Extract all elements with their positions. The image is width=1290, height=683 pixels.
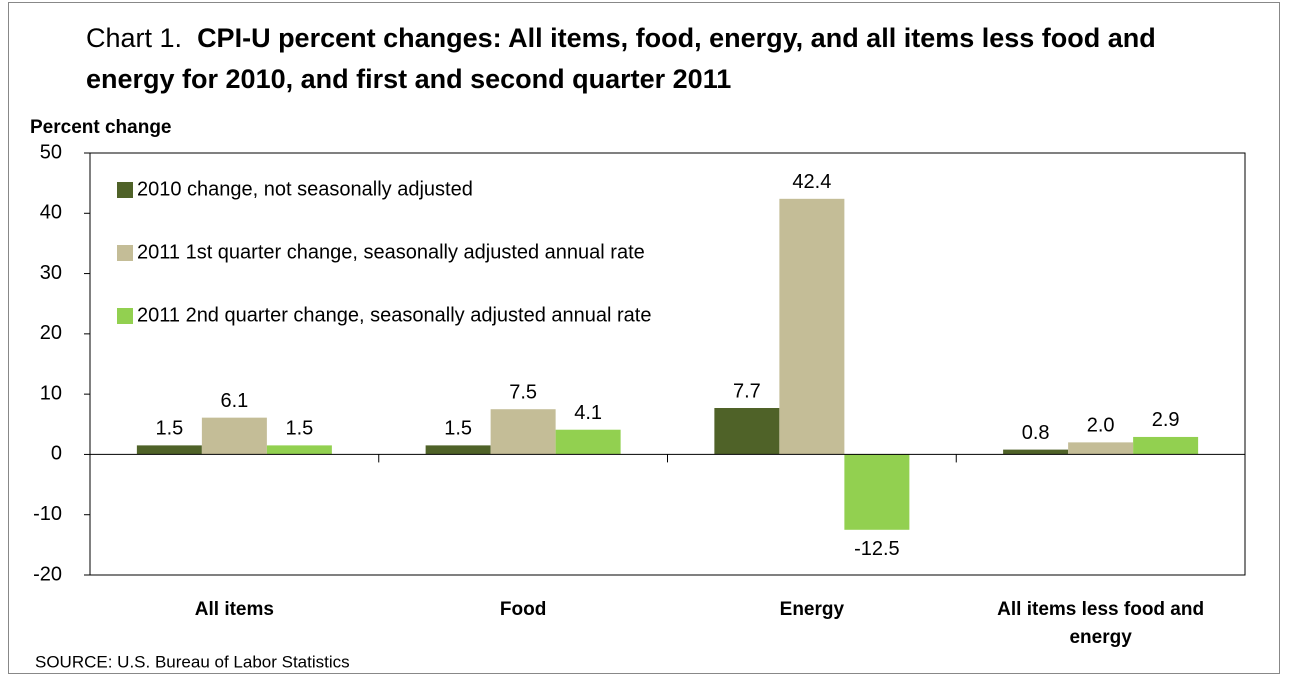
plot-area	[89, 152, 1246, 576]
bar	[555, 429, 621, 455]
y-tick-label: -20	[33, 563, 62, 585]
y-axis-label: Percent change	[30, 117, 172, 138]
value-label: 0.8	[1022, 422, 1050, 444]
y-tick-label: 40	[40, 202, 62, 224]
legend-label: 2011 2nd quarter change, seasonally adju…	[137, 304, 651, 326]
bar	[201, 417, 267, 455]
y-tick-label: 30	[40, 262, 62, 284]
chart-title: Chart 1. CPI-U percent changes: All item…	[86, 18, 1206, 100]
value-label: 1.5	[155, 418, 183, 440]
title-main: CPI-U percent changes: All items, food, …	[86, 23, 1156, 94]
y-tick-label: 20	[40, 322, 62, 344]
y-tick-label: 10	[40, 382, 62, 404]
legend-swatch	[117, 245, 133, 261]
value-label: 4.1	[574, 402, 602, 424]
value-label: 2.9	[1152, 409, 1180, 431]
x-tick-label: All items	[194, 599, 274, 620]
bar	[266, 445, 332, 455]
value-label: -12.5	[854, 538, 900, 560]
x-tick-label: Energy	[779, 599, 845, 620]
bar	[425, 445, 491, 455]
bar	[844, 454, 910, 530]
value-label: 1.5	[444, 418, 472, 440]
bar	[714, 408, 780, 455]
x-tick-label: Food	[499, 599, 547, 620]
bar	[1003, 449, 1069, 455]
bar	[136, 445, 202, 455]
value-label: 42.4	[792, 171, 831, 193]
legend-label: 2011 1st quarter change, seasonally adju…	[137, 241, 645, 263]
bar	[490, 409, 556, 455]
source: SOURCE: U.S. Bureau of Labor Statistics	[35, 652, 350, 671]
x-tick-label: All items less food and energy	[997, 599, 1205, 648]
value-label: 1.5	[285, 418, 313, 440]
chart-frame	[8, 2, 1280, 674]
legend-swatch	[117, 308, 133, 324]
y-tick-label: -10	[33, 503, 62, 525]
y-tick-label: 0	[51, 443, 62, 465]
value-label: 7.7	[733, 380, 761, 402]
bar	[1068, 442, 1134, 455]
bar	[1133, 436, 1199, 455]
value-label: 2.0	[1087, 415, 1115, 437]
title-prefix: Chart 1.	[86, 23, 183, 53]
legend-label: 2010 change, not seasonally adjusted	[137, 178, 473, 200]
value-label: 6.1	[220, 390, 248, 412]
value-label: 7.5	[509, 381, 537, 403]
bar	[779, 198, 845, 455]
y-tick-label: 50	[40, 141, 62, 163]
legend-swatch	[117, 182, 133, 198]
